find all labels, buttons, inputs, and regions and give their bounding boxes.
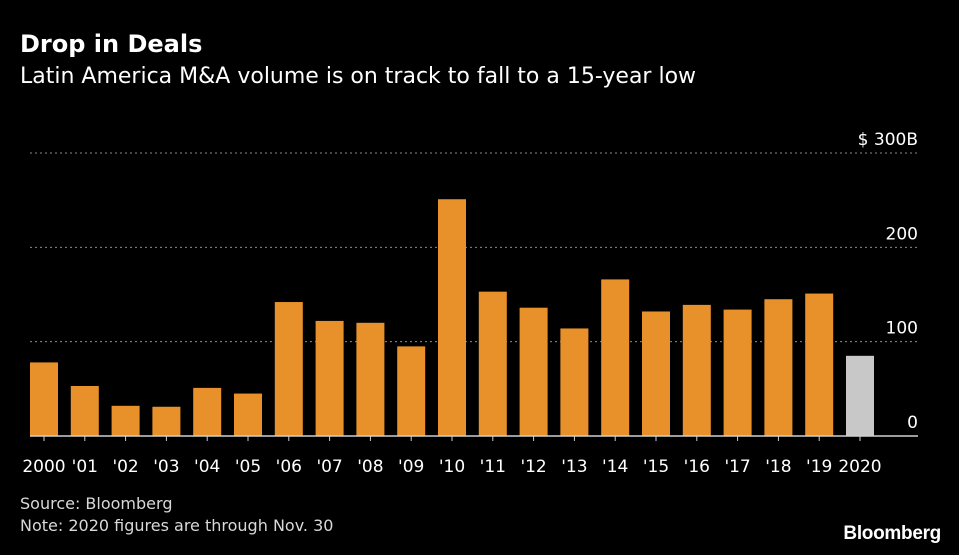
- bloomberg-logo: Bloomberg: [843, 523, 941, 544]
- bar-08: [356, 322, 385, 436]
- bar-11: [478, 291, 507, 436]
- bar-05: [234, 393, 262, 436]
- x-tick-label: '08: [357, 457, 383, 477]
- y-tick-label: 100: [886, 319, 918, 339]
- bar-07: [315, 320, 344, 436]
- x-tick-label: '19: [806, 457, 832, 477]
- x-tick-label: '04: [194, 457, 220, 477]
- x-tick-label: '12: [520, 457, 546, 477]
- x-tick-label: '10: [439, 457, 465, 477]
- bar-09: [397, 346, 426, 436]
- data-note: Note: 2020 figures are through Nov. 30: [20, 516, 334, 535]
- chart-subtitle: Latin America M&A volume is on track to …: [20, 64, 697, 89]
- y-tick-label: 0: [907, 413, 918, 433]
- bar-04: [193, 387, 222, 436]
- x-tick-label: '16: [684, 457, 710, 477]
- x-tick-label: '05: [235, 457, 261, 477]
- bar-06: [274, 302, 303, 436]
- bar-01: [70, 386, 99, 436]
- y-tick-label: $ 300B: [858, 130, 918, 150]
- bar-19: [805, 293, 834, 436]
- x-tick-label: 2000: [22, 457, 65, 477]
- x-tick-label: '11: [480, 457, 506, 477]
- bar-14: [601, 279, 630, 436]
- x-tick-label: '02: [112, 457, 138, 477]
- source-note: Source: Bloomberg: [20, 494, 173, 513]
- bar-17: [723, 309, 752, 436]
- y-tick-label: 200: [886, 224, 918, 244]
- bar-03: [152, 406, 181, 436]
- bar-2020: [846, 355, 874, 436]
- x-tick-label: '03: [153, 457, 179, 477]
- x-tick-label: 2020: [838, 457, 881, 477]
- bar-10: [438, 199, 466, 436]
- x-tick-label: '07: [316, 457, 342, 477]
- bar-2000: [30, 362, 58, 436]
- x-tick-label: '13: [561, 457, 587, 477]
- bar-02: [111, 405, 140, 436]
- bar-18: [764, 299, 793, 436]
- chart-title: Drop in Deals: [20, 30, 203, 58]
- x-tick-label: '17: [724, 457, 750, 477]
- x-tick-label: '06: [276, 457, 302, 477]
- x-tick-label: '18: [765, 457, 791, 477]
- bar-16: [682, 304, 711, 436]
- x-tick-label: '09: [398, 457, 424, 477]
- x-tick-label: '14: [602, 457, 628, 477]
- x-tick-label: '15: [643, 457, 669, 477]
- x-tick-label: '01: [72, 457, 98, 477]
- bar-13: [560, 328, 589, 436]
- bar-15: [642, 311, 670, 436]
- bar-12: [519, 307, 548, 436]
